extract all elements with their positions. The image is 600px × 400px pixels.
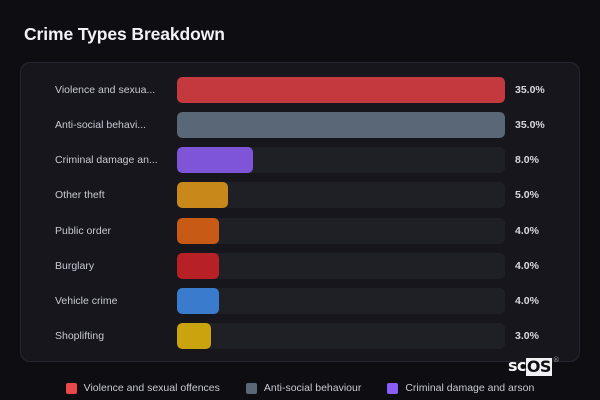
table-row[interactable]: Shoplifting 3.0% [37,322,563,349]
bar-track [177,287,505,314]
bar-track [177,322,505,349]
bar-chart: Violence and sexua... 35.0% Anti-social … [37,77,563,349]
bar-fill [177,322,212,349]
bar-value-label: 5.0% [515,189,539,202]
legend-color-swatch [245,382,257,394]
bar-fill [177,252,219,279]
bar-fill [177,182,228,209]
bar-value-label: 8.0% [515,154,539,167]
table-row[interactable]: Vehicle crime 4.0% [37,287,563,314]
chart-legend: Violence and sexual offences Anti-social… [0,382,600,394]
bar-category-label: Other theft [55,189,105,202]
legend-item-label: Anti-social behaviour [263,382,362,394]
bar-category-label: Criminal damage an... [55,154,158,167]
bar-category-label: Vehicle crime [55,294,118,307]
legend-item-label: Violence and sexual offences [83,382,220,394]
legend-item[interactable]: Criminal damage and arson [387,382,534,394]
legend-color-swatch [387,382,399,394]
bar-track [177,217,505,244]
bar-fill [177,287,219,314]
bar-fill [177,112,505,139]
bar-value-label: 35.0% [515,119,545,132]
bar-value-label: 4.0% [515,294,539,307]
bar-value-label: 35.0% [515,84,545,96]
bar-category-label: Public order [55,224,112,237]
table-row[interactable]: Other theft 5.0% [37,182,563,209]
bar-fill [177,147,253,174]
legend-item[interactable]: Anti-social behaviour [245,382,362,394]
watermark-highlight: OS [525,357,552,376]
table-row[interactable]: Criminal damage an... 8.0% [37,147,563,174]
chart-card: Violence and sexua... 35.0% Anti-social … [20,62,580,362]
bar-track [177,182,505,209]
table-row[interactable]: Public order 4.0% [37,217,563,244]
bar-category-label: Violence and sexua... [55,84,156,96]
legend-item-label: Criminal damage and arson [405,382,535,394]
bar-category-label: Burglary [55,259,95,272]
bar-value-label: 4.0% [515,259,539,272]
bar-fill [177,77,505,103]
page-title: Crime Types Breakdown [24,24,225,44]
bar-category-label: Shoplifting [55,329,105,342]
watermark-prefix: sc [508,356,526,375]
legend-color-swatch [65,382,77,394]
bar-track [177,112,505,139]
bar-value-label: 4.0% [515,224,539,237]
bar-track [177,147,505,174]
table-row[interactable]: Violence and sexua... 35.0% [37,77,563,103]
bar-category-label: Anti-social behavi... [55,119,147,132]
legend-item[interactable]: Violence and sexual offences [65,382,220,394]
scos-watermark-logo: sc OS ® [508,356,560,376]
bar-track [177,252,505,279]
bar-value-label: 3.0% [515,329,539,342]
table-row[interactable]: Burglary 4.0% [37,252,563,279]
bar-track [177,77,505,103]
registered-trademark-icon: ® [552,356,560,364]
table-row[interactable]: Anti-social behavi... 35.0% [37,112,563,139]
bar-fill [177,217,219,244]
